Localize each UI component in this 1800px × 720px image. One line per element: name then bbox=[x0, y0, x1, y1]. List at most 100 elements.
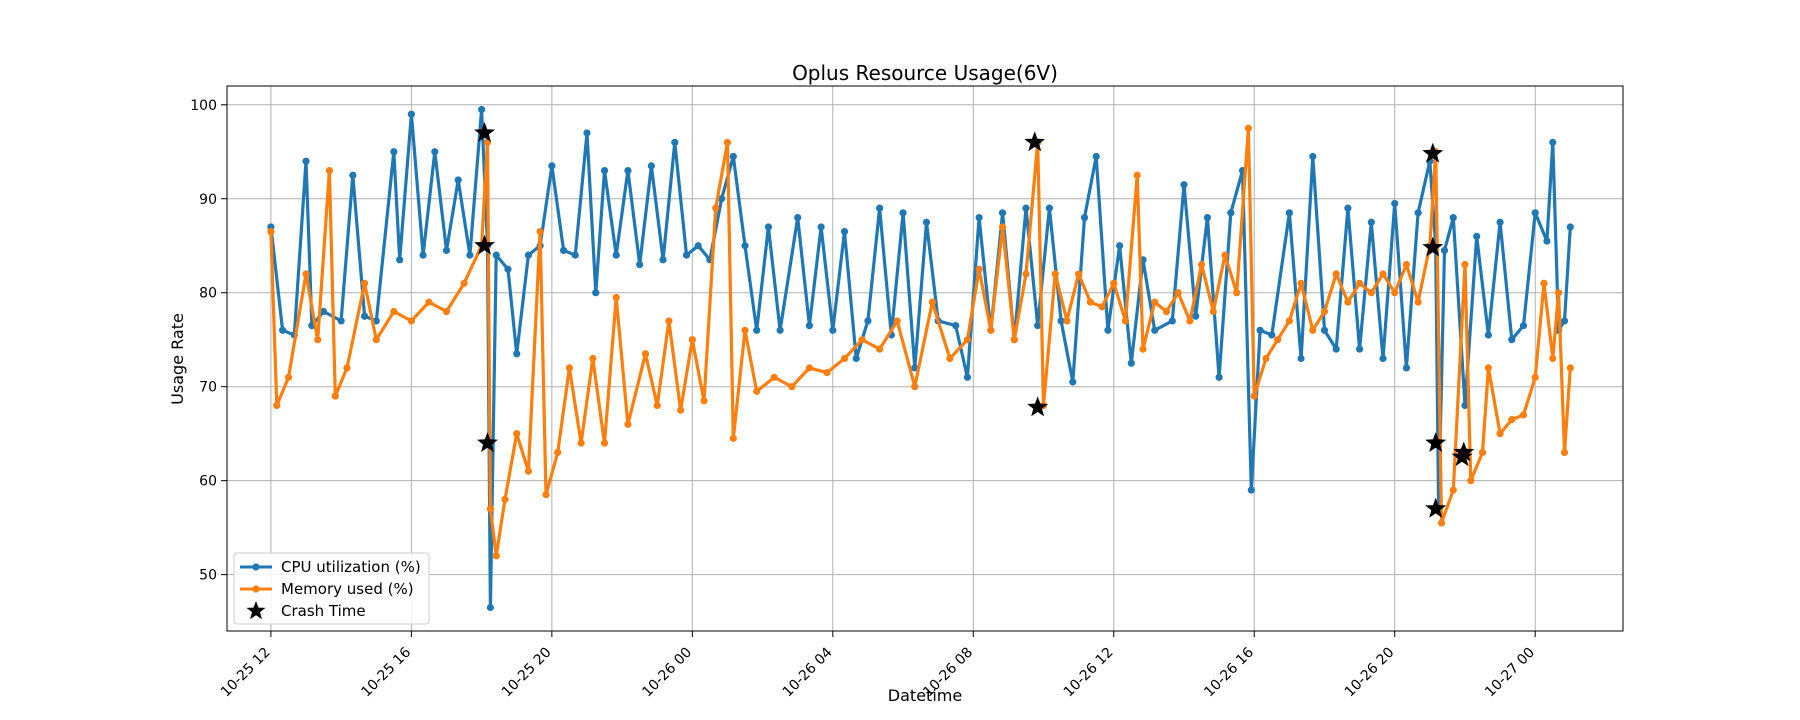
series-2 bbox=[474, 122, 1475, 518]
data-point bbox=[1391, 289, 1399, 297]
data-point bbox=[1197, 260, 1206, 269]
data-point bbox=[1209, 307, 1217, 316]
data-point bbox=[753, 326, 761, 334]
data-point bbox=[571, 251, 579, 259]
data-point bbox=[466, 251, 474, 259]
data-point bbox=[559, 246, 568, 255]
data-point bbox=[741, 326, 749, 334]
data-point bbox=[946, 354, 954, 363]
data-point bbox=[1034, 322, 1042, 330]
data-point bbox=[425, 298, 433, 306]
data-point bbox=[501, 495, 509, 504]
data-point bbox=[665, 317, 673, 325]
data-point bbox=[1162, 307, 1171, 316]
legend-label: Crash Time bbox=[281, 602, 366, 620]
data-point bbox=[928, 298, 936, 306]
data-point bbox=[1402, 364, 1411, 372]
data-point bbox=[1449, 213, 1457, 222]
data-point bbox=[513, 430, 521, 438]
crash-time-marker bbox=[1027, 396, 1049, 417]
x-tick-label: 10-26 00 bbox=[639, 645, 695, 701]
data-point bbox=[372, 336, 380, 344]
data-point bbox=[431, 148, 439, 156]
y-tick-label: 60 bbox=[199, 474, 217, 490]
data-point bbox=[390, 307, 398, 316]
x-axis: 10-25 12 10-25 16 10-25 20 10-26 00 10-26 04… bbox=[218, 631, 1538, 700]
data-point bbox=[1356, 345, 1364, 353]
series-line bbox=[269, 126, 1572, 558]
data-point bbox=[343, 364, 351, 372]
data-point bbox=[589, 354, 597, 363]
data-point bbox=[267, 228, 275, 236]
y-axis: 50 60 70 80 90 100 bbox=[190, 98, 227, 584]
data-point bbox=[1344, 204, 1352, 212]
crash-time-marker bbox=[1425, 497, 1447, 518]
data-point bbox=[840, 354, 849, 363]
series-1 bbox=[267, 124, 1574, 560]
data-point bbox=[1560, 448, 1569, 457]
data-point bbox=[741, 242, 749, 250]
data-point bbox=[987, 326, 995, 334]
y-tick-label: 80 bbox=[199, 286, 217, 302]
data-point bbox=[963, 373, 972, 381]
legend-label: Memory used (%) bbox=[281, 580, 414, 598]
data-point bbox=[1414, 298, 1422, 306]
y-axis-label: Usage Rate bbox=[168, 313, 187, 405]
data-point bbox=[922, 218, 931, 226]
data-point bbox=[302, 270, 310, 278]
data-point bbox=[1496, 218, 1504, 226]
data-point bbox=[840, 228, 849, 236]
data-point bbox=[1320, 326, 1329, 334]
data-point bbox=[1151, 326, 1159, 334]
data-point bbox=[1075, 270, 1083, 278]
data-point bbox=[284, 373, 293, 381]
data-point bbox=[911, 383, 919, 391]
data-point bbox=[1168, 317, 1176, 325]
data-point bbox=[1244, 124, 1252, 132]
data-point bbox=[407, 317, 415, 325]
crash-time-marker bbox=[1453, 441, 1475, 462]
data-point bbox=[492, 251, 500, 259]
x-tick-label: 10-25 12 bbox=[218, 645, 274, 701]
data-point bbox=[492, 552, 500, 560]
data-point bbox=[1080, 213, 1089, 222]
data-point bbox=[390, 148, 398, 156]
data-point bbox=[858, 336, 866, 344]
data-point bbox=[1531, 373, 1539, 381]
data-point bbox=[723, 138, 732, 146]
crash-time-marker bbox=[1422, 142, 1444, 163]
data-point bbox=[641, 350, 650, 358]
data-point bbox=[876, 345, 884, 353]
data-point bbox=[419, 251, 427, 259]
data-point bbox=[682, 251, 691, 259]
data-point bbox=[486, 603, 494, 612]
data-point bbox=[1057, 317, 1065, 325]
data-point bbox=[1367, 218, 1375, 226]
data-point bbox=[302, 157, 310, 165]
data-point bbox=[612, 251, 620, 259]
data-point bbox=[1414, 209, 1422, 217]
data-point bbox=[454, 176, 462, 184]
data-point bbox=[314, 336, 322, 344]
data-point bbox=[823, 368, 831, 377]
data-point bbox=[817, 223, 825, 231]
x-tick-label: 10-27 00 bbox=[1482, 645, 1538, 701]
data-point bbox=[1186, 317, 1194, 325]
data-point bbox=[331, 392, 339, 400]
data-point bbox=[1449, 486, 1457, 494]
data-point bbox=[975, 213, 983, 222]
series-layer bbox=[267, 105, 1574, 612]
x-tick-label: 10-26 16 bbox=[1201, 644, 1257, 700]
data-point bbox=[1543, 237, 1551, 245]
data-point bbox=[565, 364, 574, 372]
data-point bbox=[1192, 312, 1200, 320]
data-point bbox=[1116, 242, 1124, 250]
data-point bbox=[325, 166, 334, 175]
legend-box bbox=[233, 552, 430, 625]
data-point bbox=[360, 312, 369, 320]
data-point bbox=[899, 209, 907, 217]
data-point bbox=[319, 307, 328, 316]
data-point bbox=[653, 401, 661, 410]
legend-label: CPU utilization (%) bbox=[281, 558, 421, 576]
data-point bbox=[504, 265, 512, 273]
